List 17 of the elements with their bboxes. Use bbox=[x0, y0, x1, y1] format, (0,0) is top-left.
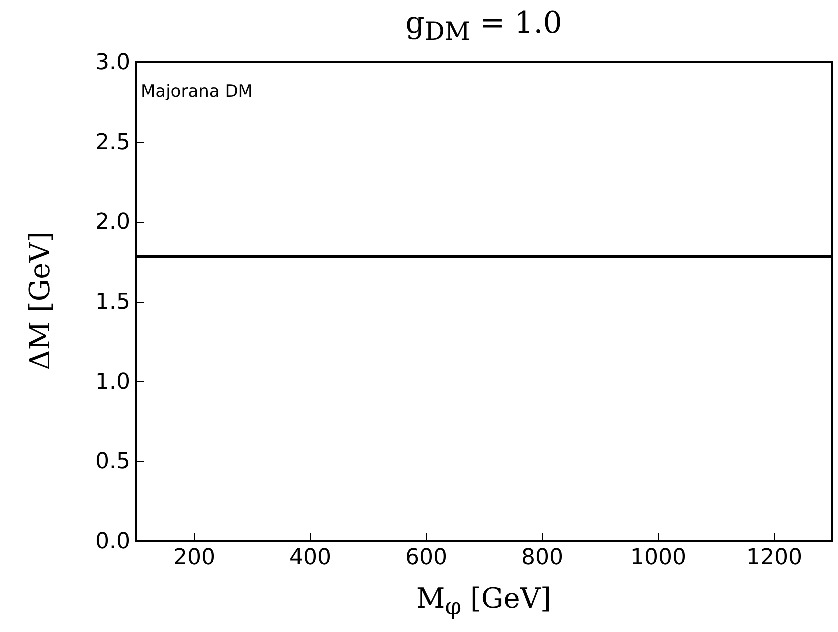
x-tick-label: 800 bbox=[522, 546, 564, 570]
x-tick-label: 600 bbox=[406, 546, 448, 570]
y-axis-title: ΔM [GeV] bbox=[24, 232, 56, 370]
y-tick-label: 1.5 bbox=[96, 290, 130, 315]
x-axis-title: M$_{φ}$ [GeV] bbox=[416, 582, 552, 621]
y-tick-label: 1.0 bbox=[96, 370, 130, 395]
x-tick-label: 200 bbox=[174, 546, 216, 570]
y-tick-label: 0.0 bbox=[96, 530, 130, 554]
x-tick-label: 400 bbox=[290, 546, 332, 570]
y-tick-label: 0.5 bbox=[96, 450, 130, 475]
annotation: Majorana DM bbox=[141, 82, 253, 102]
y-tick-label: 2.5 bbox=[96, 130, 130, 156]
chart-title: g$_{DM}$ = 1.0 bbox=[406, 6, 562, 46]
y-tick-label: 2.0 bbox=[96, 210, 130, 236]
x-tick-label: 1200 bbox=[746, 546, 802, 570]
y-tick-label: 3.0 bbox=[96, 50, 130, 76]
x-tick-label: 1000 bbox=[630, 546, 686, 570]
